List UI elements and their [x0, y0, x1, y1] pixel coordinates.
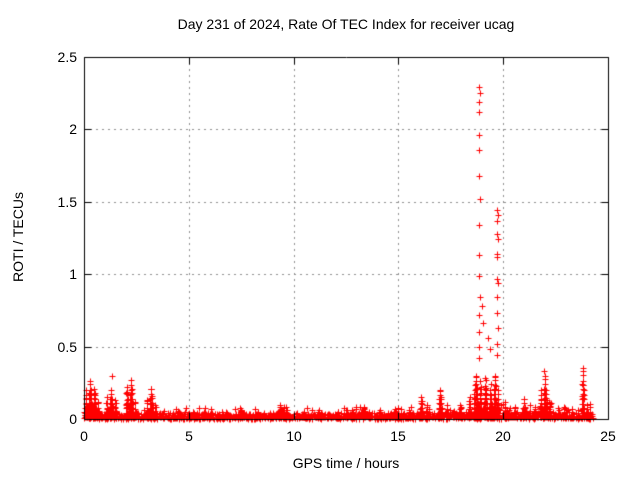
chart-title: Day 231 of 2024, Rate Of TEC Index for r… — [177, 16, 515, 32]
x-tick-label: 20 — [495, 428, 511, 444]
x-tick-label: 25 — [600, 428, 616, 444]
y-tick-label: 1 — [69, 266, 77, 282]
y-tick-label: 2 — [69, 121, 77, 137]
x-tick-label: 0 — [80, 428, 88, 444]
y-axis-label: ROTI / TECUs — [10, 192, 26, 282]
x-tick-label: 5 — [185, 428, 193, 444]
y-tick-label: 0.5 — [57, 339, 77, 355]
y-tick-label: 1.5 — [57, 194, 77, 210]
y-tick-label: 2.5 — [57, 49, 77, 65]
x-tick-label: 10 — [286, 428, 302, 444]
y-tick-label: 0 — [69, 411, 77, 427]
x-tick-label: 15 — [390, 428, 406, 444]
x-axis-label: GPS time / hours — [292, 455, 400, 471]
